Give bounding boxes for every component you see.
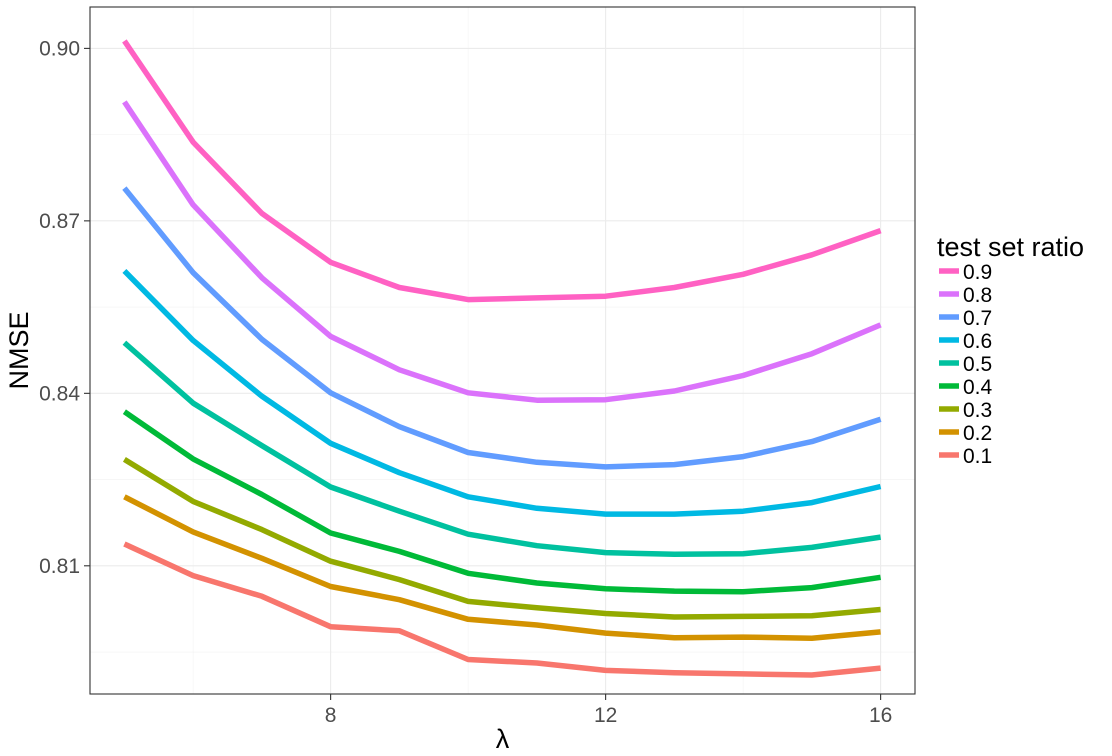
x-tick-label: 12 xyxy=(594,704,617,727)
x-axis-title: λ xyxy=(496,724,510,754)
series-line-0.4 xyxy=(122,409,882,595)
x-tick-label: 8 xyxy=(325,704,337,727)
series-line-0.8 xyxy=(122,100,882,403)
legend: 0.90.80.70.60.50.40.30.20.1 xyxy=(939,261,993,468)
legend-label-0.1: 0.1 xyxy=(963,445,992,468)
legend-label-0.3: 0.3 xyxy=(963,399,992,422)
y-tick-label: 0.90 xyxy=(39,37,80,60)
grid-minor xyxy=(90,7,915,694)
series-lines xyxy=(122,39,882,678)
legend-label-0.9: 0.9 xyxy=(963,261,992,284)
legend-label-0.5: 0.5 xyxy=(963,353,992,376)
series-line-0.7 xyxy=(122,186,882,470)
legend-label-0.6: 0.6 xyxy=(963,330,992,353)
legend-label-0.8: 0.8 xyxy=(963,284,992,307)
y-tick-label: 0.87 xyxy=(39,210,80,233)
series-line-0.1 xyxy=(123,541,881,678)
series-line-0.5 xyxy=(122,340,882,558)
y-axis-ticks: 0.81 0.84 0.87 0.90 xyxy=(39,37,90,578)
y-axis-title: NMSE xyxy=(4,311,34,389)
series-line-0.6 xyxy=(122,268,882,517)
legend-title: test set ratio xyxy=(937,232,1084,262)
panel-border xyxy=(89,6,916,695)
y-tick-label: 0.84 xyxy=(39,382,80,405)
x-axis-ticks: 8 12 16 xyxy=(325,694,892,727)
series-line-0.9 xyxy=(122,39,882,303)
legend-label-0.4: 0.4 xyxy=(963,376,993,399)
series-line-0.3 xyxy=(122,457,881,620)
legend-label-0.2: 0.2 xyxy=(963,422,992,445)
x-tick-label: 16 xyxy=(869,704,892,727)
legend-label-0.7: 0.7 xyxy=(963,307,992,330)
series-line-0.2 xyxy=(123,494,881,641)
y-tick-label: 0.81 xyxy=(39,555,80,578)
